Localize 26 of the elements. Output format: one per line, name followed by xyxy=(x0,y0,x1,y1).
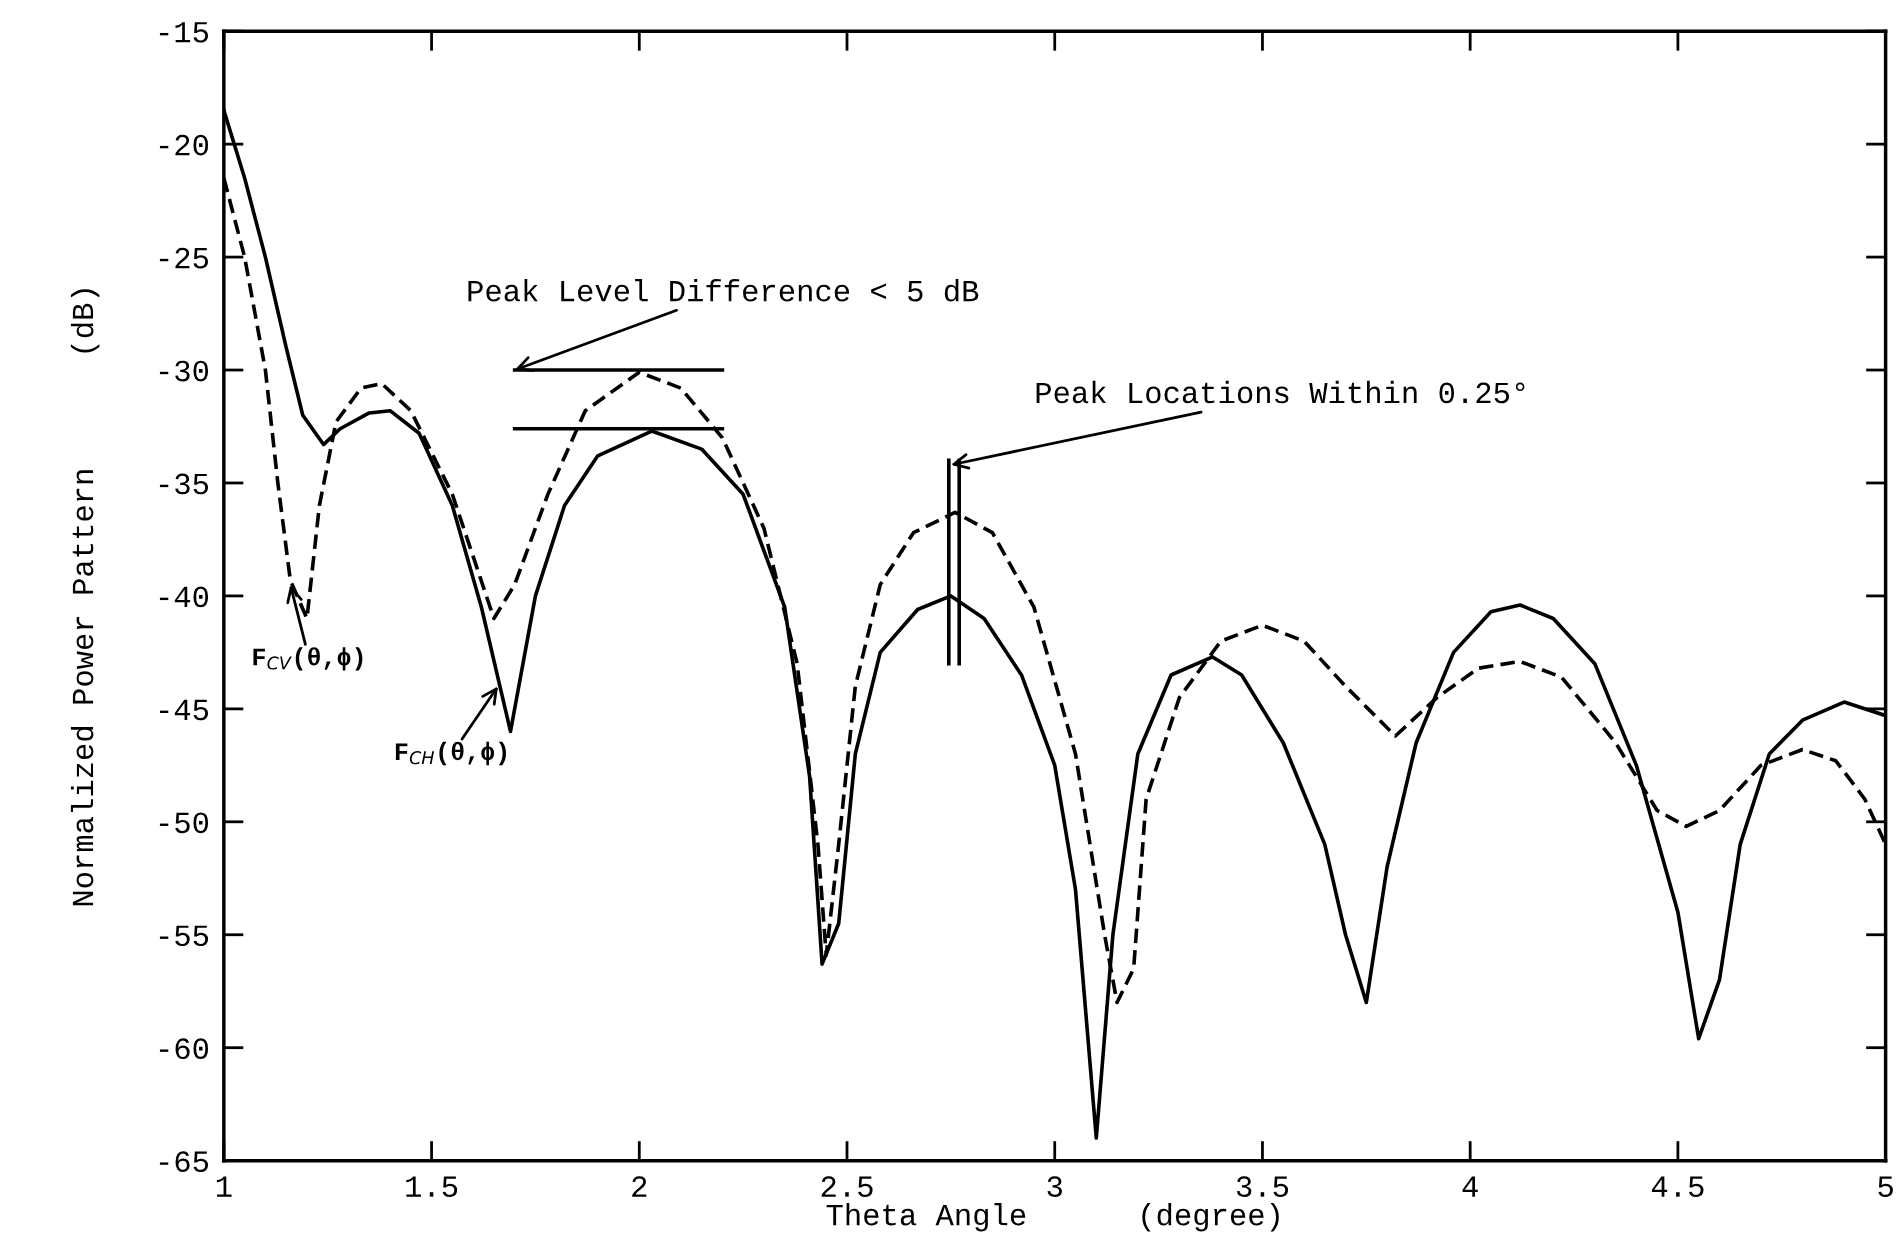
x-tick-label: 1 xyxy=(216,1176,232,1197)
y-tick-label: -45 xyxy=(159,699,209,721)
y-tick-label: -40 xyxy=(159,586,209,608)
x-tick-label: 1.5 xyxy=(406,1176,458,1197)
x-tick-label: 2.5 xyxy=(821,1176,873,1197)
y-tick-label: -55 xyxy=(159,925,209,947)
annotation: F$_{CH}$(θ,ϕ) xyxy=(395,741,506,766)
x-tick-label: 4.5 xyxy=(1651,1176,1704,1197)
annotation: F$_{CV}$(θ,ϕ) xyxy=(253,647,363,671)
y-tick-label: -35 xyxy=(159,473,209,495)
y-axis-title: Normalized Power Pattern (dB) xyxy=(70,289,100,906)
x-tick-label: 2 xyxy=(632,1176,647,1197)
y-tick-label: -30 xyxy=(159,360,209,382)
x-tick-label: 4 xyxy=(1462,1176,1478,1197)
y-tick-label: -50 xyxy=(159,812,209,834)
x-axis-title: Theta Angle (degree) xyxy=(826,1203,1279,1232)
annotation: Peak Level Difference < 5 dB xyxy=(468,279,979,302)
x-tick-label: 3.5 xyxy=(1236,1176,1289,1197)
y-tick-label: -20 xyxy=(159,134,209,156)
x-tick-label: 3 xyxy=(1047,1176,1062,1197)
x-tick-label: 5 xyxy=(1878,1176,1893,1197)
y-tick-label: -60 xyxy=(159,1038,209,1060)
y-tick-label: -65 xyxy=(159,1151,209,1173)
y-tick-label: -15 xyxy=(159,22,209,43)
y-tick-label: -25 xyxy=(159,247,209,269)
annotation: Peak Locations Within 0.25° xyxy=(1036,380,1525,404)
